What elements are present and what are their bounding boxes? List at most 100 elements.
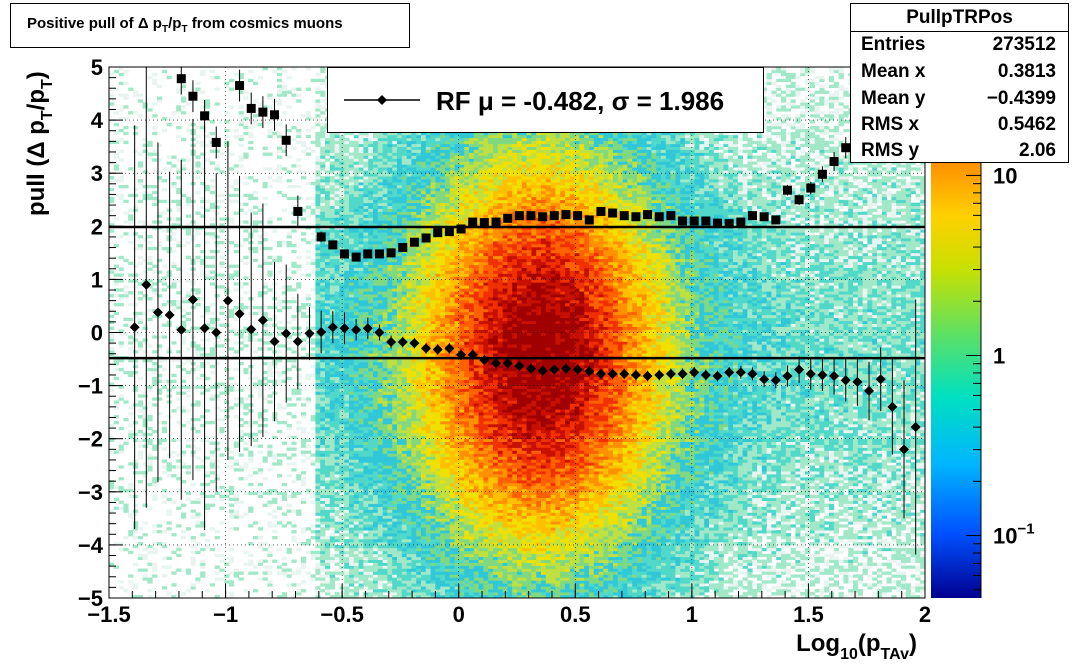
heatmap-cell [377, 559, 383, 563]
heatmap-cell [344, 583, 350, 587]
heatmap-cell [344, 297, 350, 301]
heatmap-cell [368, 447, 374, 451]
heatmap-cell [353, 503, 359, 507]
heatmap-cell [195, 542, 201, 546]
heatmap-cell [272, 131, 278, 136]
heatmap-cell [286, 232, 292, 236]
heatmap-cell [339, 382, 345, 386]
heatmap-cell [291, 447, 297, 451]
heatmap-cell [377, 474, 383, 478]
heatmap-cell [339, 515, 345, 519]
heatmap-cell [214, 565, 220, 569]
heatmap-cell [334, 294, 340, 298]
heatmap-cell [358, 426, 364, 431]
heatmap-cell [358, 447, 364, 451]
heatmap-cell [152, 565, 158, 569]
heatmap-cell [310, 524, 316, 528]
heatmap-cell [358, 353, 364, 357]
heatmap-cell [382, 308, 388, 313]
heatmap-cell [195, 126, 201, 130]
heatmap-cell [387, 244, 393, 248]
heatmap-cell [286, 462, 292, 466]
heatmap-cell [320, 494, 326, 499]
heatmap-cell [181, 480, 187, 484]
heatmap-cell [329, 456, 335, 460]
heatmap-cell [363, 432, 369, 437]
heatmap-cell [277, 99, 283, 103]
heatmap-cell [248, 509, 254, 513]
heatmap-cell [373, 562, 379, 566]
heatmap-cell [238, 202, 244, 206]
heatmap-cell [152, 185, 158, 189]
heatmap-cell [195, 140, 201, 145]
heatmap-cell [329, 364, 335, 369]
heatmap-cell [329, 367, 335, 372]
heatmap-cell [363, 367, 369, 372]
heatmap-cell [382, 364, 388, 369]
heatmap-cell [291, 391, 297, 395]
heatmap-cell [128, 485, 134, 490]
heatmap-cell [253, 249, 259, 254]
heatmap-cell [358, 465, 364, 469]
heatmap-cell [315, 173, 321, 177]
heatmap-cell [334, 205, 340, 209]
heatmap-cell [267, 524, 273, 528]
heatmap-cell [397, 182, 403, 186]
heatmap-cell [315, 367, 321, 372]
heatmap-cell [267, 323, 273, 327]
heatmap-cell [387, 589, 393, 593]
heatmap-cell [363, 155, 369, 159]
heatmap-cell [315, 158, 321, 162]
heatmap-cell [325, 409, 331, 413]
heatmap-cell [320, 359, 326, 363]
heatmap-cell [392, 571, 398, 575]
heatmap-cell [368, 471, 374, 475]
heatmap-cell [353, 232, 359, 236]
heatmap-cell [325, 329, 331, 333]
heatmap-cell [214, 491, 220, 496]
heatmap-cell [320, 305, 326, 310]
heatmap-cell [137, 291, 143, 295]
heatmap-cell [325, 326, 331, 330]
heatmap-cell [253, 123, 259, 127]
heatmap-cell [339, 426, 345, 431]
heatmap-cell [320, 485, 326, 490]
heatmap-cell [281, 491, 287, 496]
heatmap-cell [195, 497, 201, 501]
heatmap-cell [325, 314, 331, 319]
heatmap-cell [325, 571, 331, 575]
heatmap-cell [373, 373, 379, 378]
heatmap-cell [339, 143, 345, 147]
heatmap-cell [334, 353, 340, 357]
heatmap-cell [349, 471, 355, 475]
heatmap-cell [315, 577, 321, 581]
heatmap-cell [329, 533, 335, 537]
heatmap-cell [397, 220, 403, 224]
heatmap-cell [205, 273, 211, 277]
heatmap-cell [344, 208, 350, 212]
heatmap-cell [339, 232, 345, 236]
heatmap-cell [224, 338, 230, 342]
heatmap-cell [358, 185, 364, 189]
heatmap-cell [373, 370, 379, 375]
heatmap-cell [373, 471, 379, 475]
heatmap-cell [171, 571, 177, 575]
heatmap-cell [281, 291, 287, 295]
heatmap-cell [339, 187, 345, 192]
heatmap-cell [349, 418, 355, 422]
heatmap-cell [397, 146, 403, 150]
heatmap-cell [397, 482, 403, 487]
heatmap-cell [243, 155, 249, 159]
heatmap-cell [387, 167, 393, 171]
heatmap-cell [214, 273, 220, 277]
heatmap-cell [377, 556, 383, 560]
heatmap-cell [267, 270, 273, 274]
heatmap-cell [267, 220, 273, 224]
heatmap-cell [171, 155, 177, 159]
heatmap-cell [377, 379, 383, 383]
heatmap-cell [257, 536, 263, 540]
heatmap-cell [310, 459, 316, 463]
heatmap-cell [277, 350, 283, 354]
heatmap-cell [157, 220, 163, 224]
heatmap-cell [325, 465, 331, 469]
